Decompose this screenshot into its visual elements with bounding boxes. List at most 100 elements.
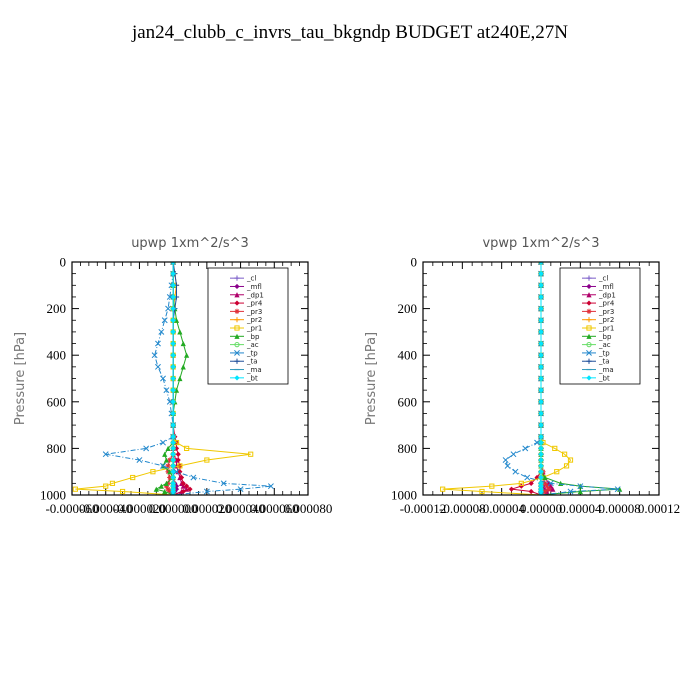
data-point-pr1 — [150, 469, 156, 475]
legend-swatch-marker — [234, 358, 240, 364]
x-tick-label: -0.000060 — [45, 501, 98, 516]
data-point-bt — [538, 306, 544, 312]
legend-swatch-marker — [586, 333, 592, 339]
data-point-tp — [534, 439, 541, 446]
legend-swatch-marker — [234, 300, 240, 306]
data-point-dp1 — [180, 483, 186, 489]
data-point-pr1 — [103, 483, 109, 489]
data-point-bt — [538, 469, 544, 475]
data-point-bt — [538, 352, 544, 358]
legend-box — [559, 267, 641, 385]
data-point-pr4 — [534, 474, 540, 481]
data-point-bt — [538, 271, 544, 277]
data-point-tp — [155, 340, 161, 347]
data-point-tp — [190, 474, 197, 481]
data-point-bt — [170, 488, 176, 495]
data-point-tp — [522, 445, 529, 452]
legend-swatch-marker — [234, 292, 240, 298]
data-point-pr4 — [508, 486, 515, 492]
data-point-tp — [567, 488, 574, 495]
legend-swatch-marker — [586, 349, 592, 356]
data-point-bt — [170, 306, 176, 312]
data-point-tp — [143, 445, 150, 452]
legend-item-dp1: _dp1 — [230, 291, 264, 299]
x-tick-label: 0.00008 — [599, 501, 641, 516]
chart-panel-2: vpwp 1xm^2/s^3 Pressure [hPa] 0 200 400 600 80… — [364, 236, 680, 516]
data-point-pr1 — [563, 463, 570, 469]
legend-swatch-marker — [586, 300, 592, 306]
data-point-bt — [170, 492, 176, 495]
data-point-bt — [170, 410, 176, 417]
legend-label: _pr4 — [598, 300, 615, 308]
legend-item-pr3: _pr3 — [230, 308, 262, 316]
legend-swatch-marker — [586, 308, 592, 314]
data-point-pr4 — [173, 445, 180, 451]
legend-item-pr1: _pr1 — [582, 325, 614, 333]
plot-frame — [422, 261, 660, 496]
legend-item-bp: _bp — [230, 333, 260, 341]
legend-label: _pr2 — [246, 316, 262, 324]
series-tp — [102, 262, 274, 495]
data-point-tp — [163, 387, 170, 394]
x-tick-label: -0.00004 — [478, 501, 525, 516]
legend-swatch-marker — [586, 358, 592, 364]
x-tick-label: -0.00008 — [439, 501, 486, 516]
x-tick-label: -0.000040 — [79, 501, 132, 516]
data-point-bp — [542, 474, 548, 481]
data-point-bt — [538, 317, 544, 323]
data-point-pr3 — [542, 480, 548, 486]
data-point-bt — [170, 445, 176, 451]
data-point-pr1 — [518, 480, 524, 486]
data-point-bp — [162, 488, 168, 495]
legend-item-ma: _ma — [230, 366, 262, 374]
data-point-pr1 — [72, 486, 78, 492]
data-point-tp — [160, 462, 166, 469]
legend-item-pr3: _pr3 — [582, 308, 614, 316]
data-point-pr1 — [479, 488, 485, 495]
data-point-tp — [504, 462, 511, 469]
legend-item-mfl: _mfl — [582, 283, 614, 291]
data-point-bt — [170, 457, 176, 463]
legend-item-ta: _ta — [230, 358, 258, 366]
data-point-tp — [220, 480, 227, 487]
legend-item-bt: _bt — [582, 374, 610, 382]
legend-item-pr2: _pr2 — [230, 316, 262, 324]
legend-swatch-marker — [586, 292, 592, 298]
legend: _cl_mfl_dp1_pr4_pr3_pr2_pr1_bp_ac_tp_ta_… — [207, 267, 289, 385]
x-tick-label: 0.000040 — [216, 501, 265, 516]
data-point-bt — [170, 422, 176, 428]
legend-swatch-marker — [586, 275, 592, 281]
data-point-pr1 — [248, 451, 254, 457]
legend-swatch-marker — [234, 342, 240, 348]
data-point-bt — [538, 457, 544, 463]
legend-item-bt: _bt — [230, 374, 258, 382]
data-point-bt — [538, 451, 544, 457]
data-point-pr3 — [165, 469, 171, 475]
data-point-tp — [160, 375, 166, 382]
data-point-bp — [163, 457, 169, 463]
legend-label: _ta — [598, 358, 610, 366]
data-point-bt — [170, 317, 176, 323]
legend-label: _bt — [246, 374, 258, 382]
data-point-bt — [538, 262, 544, 265]
data-point-bt — [538, 445, 544, 451]
data-point-tp — [166, 398, 173, 405]
legend-label: _pr4 — [246, 300, 263, 308]
data-point-tp — [237, 486, 244, 493]
data-point-pr1 — [554, 469, 560, 475]
legend-label: _ma — [598, 366, 614, 374]
data-point-pr4 — [180, 480, 186, 486]
data-point-pr1 — [567, 457, 574, 463]
data-point-pr3 — [167, 474, 173, 481]
data-point-tp — [166, 293, 173, 300]
y-tick-label: 600 — [47, 394, 67, 409]
data-point-tp — [203, 488, 210, 495]
legend-swatch-marker — [234, 349, 240, 356]
legend-item-pr4: _pr4 — [582, 300, 615, 308]
data-point-bt — [170, 451, 176, 457]
data-point-pr4 — [178, 474, 185, 481]
data-point-bt — [538, 480, 544, 486]
data-point-pr1 — [184, 445, 190, 451]
data-point-tp — [170, 492, 177, 495]
data-point-bt — [538, 375, 544, 382]
